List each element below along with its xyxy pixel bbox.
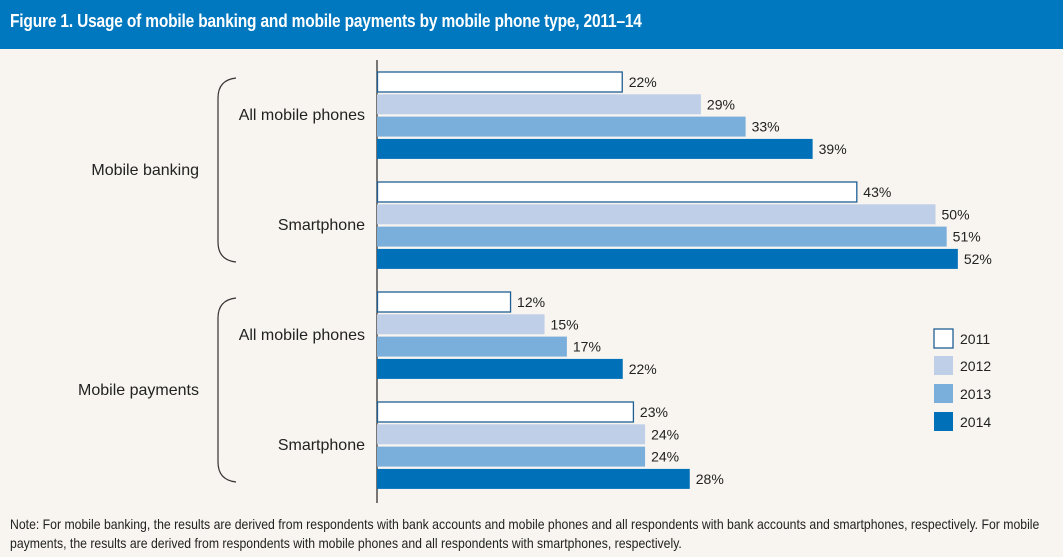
group-brace [217,297,237,483]
data-label: 52% [964,251,992,267]
data-label: 39% [819,141,847,157]
data-label: 15% [551,316,579,332]
bar-2011 [376,181,858,203]
bar-2014 [377,248,958,269]
legend-label: 2011 [960,331,990,347]
bar-2011 [376,401,635,423]
legend-swatch-2012 [934,356,953,375]
bar-2014 [377,358,623,379]
data-label: 51% [953,229,981,245]
legend-swatch-2013 [934,384,953,403]
legend-label: 2013 [960,386,991,402]
data-label: 12% [517,294,545,310]
bar-2013 [377,446,646,467]
figure-title: Figure 1. Usage of mobile banking and mo… [10,11,642,31]
bar-2012 [377,94,701,115]
bar-2012 [377,204,936,225]
bar-2013 [377,116,746,137]
figure-header: Figure 1. Usage of mobile banking and mo… [0,0,1063,49]
legend-label: 2014 [960,414,991,430]
data-label: 23% [640,404,668,420]
group-label: Mobile banking [91,162,199,179]
bar-2013 [377,226,947,247]
category-label: Smartphone [278,217,365,234]
legend-swatch-2011 [933,328,954,349]
category-label: All mobile phones [239,327,365,344]
legend-label: 2012 [960,358,991,374]
bar-chart: 22% 29% 33% 39% All mobile phones 43% 50% 51% 52… [78,60,992,503]
data-label: 43% [863,184,891,200]
bar-2014 [377,138,813,159]
data-label: 22% [629,74,657,90]
data-label: 28% [696,471,724,487]
figure-note: Note: For mobile banking, the results ar… [10,516,1040,551]
bar-2011 [376,71,623,93]
data-label: 22% [629,361,657,377]
legend-swatch-2014 [934,412,953,431]
bar-2013 [377,336,567,357]
category-label: Smartphone [278,437,365,454]
data-label: 29% [707,96,735,112]
bar-2012 [377,424,646,445]
group-brace [217,77,237,263]
data-label: 50% [942,206,970,222]
data-label: 33% [752,119,780,135]
bar-2012 [377,314,545,335]
bar-2014 [377,468,690,489]
category-label: All mobile phones [239,107,365,124]
bar-2011 [376,291,512,313]
data-label: 24% [651,449,679,465]
group-label: Mobile payments [78,382,199,399]
data-label: 24% [651,426,679,442]
data-label: 17% [573,339,601,355]
